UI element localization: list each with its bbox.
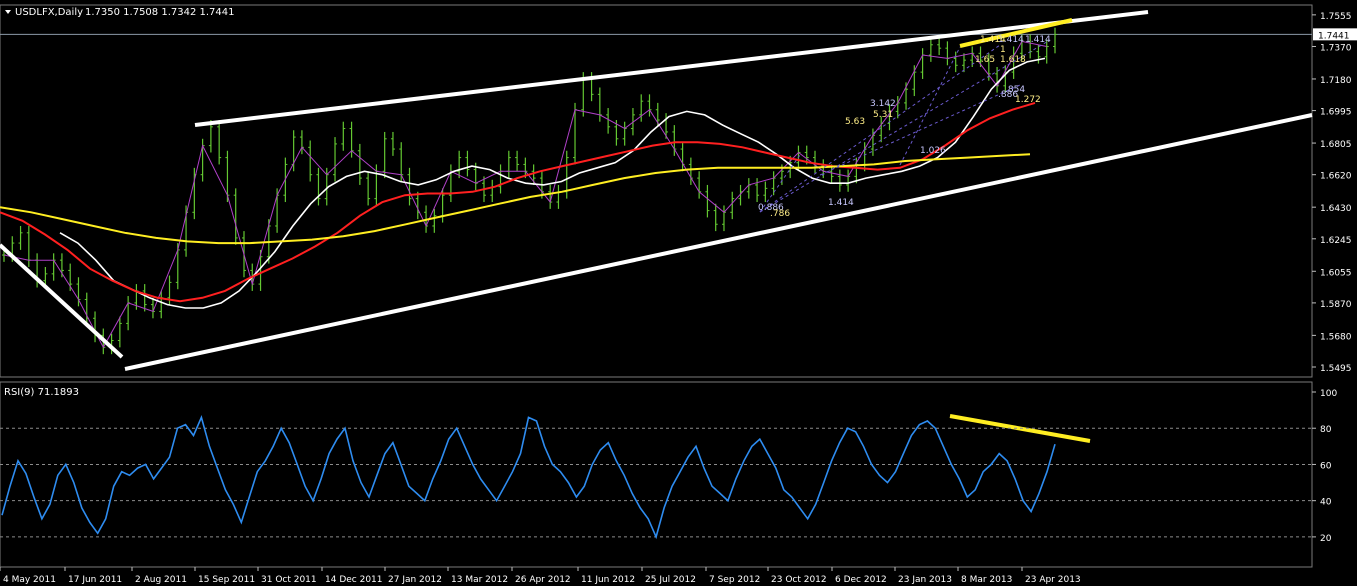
price-panel[interactable] — [0, 4, 1313, 378]
date-axis-label: 31 Oct 2011 — [261, 575, 317, 585]
price-axis-label: 1.7180 — [1320, 76, 1352, 86]
rsi-axis-label: 20 — [1320, 534, 1332, 544]
chart-menu-triangle-icon[interactable] — [5, 10, 11, 14]
price-axis-label: 1.5495 — [1320, 364, 1352, 374]
harmonic-dashed-line — [819, 84, 1021, 176]
fib-annotation: 3.142 — [870, 99, 896, 109]
price-axis-label: 1.7370 — [1320, 43, 1352, 53]
price-axis-label: 1.7555 — [1320, 12, 1352, 22]
symbol-label: USDLFX,Daily — [15, 7, 83, 18]
price-axis-label: 1.5870 — [1320, 300, 1352, 310]
harmonic-dashed-line — [759, 39, 1051, 213]
current-price-label: 1.7441 — [1318, 31, 1350, 41]
rsi-line — [1, 415, 1056, 540]
date-axis-label: 8 Mar 2013 — [961, 575, 1012, 585]
date-axis-label: 2 Aug 2011 — [135, 575, 187, 585]
fib-annotation: 1.272 — [1015, 95, 1041, 105]
fib-annotation: 1.414 — [980, 35, 1006, 45]
harmonic-dashed-line — [899, 46, 961, 166]
current-price-box — [1313, 28, 1357, 41]
moving-average-line — [0, 101, 1036, 303]
price-axis-label: 1.6055 — [1320, 268, 1352, 278]
fib-annotation: .854 — [1005, 85, 1025, 95]
upper-trendline[interactable] — [194, 10, 1149, 127]
date-axis-label: 14 Dec 2011 — [325, 575, 383, 585]
price-axis-label: 1.6995 — [1320, 108, 1352, 118]
rsi-panel[interactable] — [0, 381, 1313, 568]
rsi-axis-label: 100 — [1320, 389, 1337, 399]
date-axis-label: 17 Jun 2011 — [68, 575, 122, 585]
fib-annotation: .786 — [770, 209, 790, 219]
harmonic-dashed-line — [759, 44, 1001, 213]
yellow-price-trendline[interactable] — [959, 18, 1073, 48]
fib-annotation: 1.65 — [975, 55, 995, 65]
date-axis-label: 26 Apr 2012 — [515, 575, 571, 585]
ohlc-values: 1.7350 1.7508 1.7342 1.7441 — [85, 7, 235, 18]
zigzag-line — [3, 40, 1047, 349]
date-axis-label: 13 Mar 2012 — [451, 575, 508, 585]
date-axis-label: 6 Dec 2012 — [835, 575, 887, 585]
fib-annotation: 1.414 — [998, 35, 1024, 45]
lower-trendline[interactable] — [124, 113, 1313, 371]
fib-annotation: 5.31 — [873, 110, 893, 120]
moving-average-line — [0, 153, 1031, 245]
date-axis-label: 27 Jan 2012 — [388, 575, 442, 585]
moving-average-line — [59, 57, 1046, 309]
fib-annotation: 1.414 — [1025, 35, 1051, 45]
fib-annotation: 1.414 — [828, 198, 854, 208]
fib-annotation: 1 — [1000, 45, 1006, 55]
price-axis-label: 1.5680 — [1320, 332, 1352, 342]
rsi-label: RSI(9) 71.1893 — [4, 387, 79, 398]
date-axis-label: 11 Jun 2012 — [581, 575, 635, 585]
fib-annotation: 1.026 — [920, 146, 946, 156]
rsi-axis-label: 60 — [1320, 461, 1332, 471]
fib-annotation: 1.618 — [1000, 55, 1026, 65]
date-axis-label: 23 Jan 2013 — [898, 575, 952, 585]
down-trendline[interactable] — [0, 243, 124, 359]
price-axis-label: 1.6805 — [1320, 140, 1352, 150]
price-axis-label: 1.6430 — [1320, 204, 1352, 214]
price-axis-label: 1.6245 — [1320, 236, 1352, 246]
fib-annotation: 5.63 — [845, 117, 865, 127]
price-axis-label: 1.6620 — [1320, 172, 1352, 182]
fib-annotation: .886 — [998, 90, 1018, 100]
date-axis-label: 23 Oct 2012 — [771, 575, 827, 585]
rsi-axis-label: 80 — [1320, 425, 1332, 435]
date-axis-label: 15 Sep 2011 — [198, 575, 255, 585]
date-axis-label: 7 Sep 2012 — [709, 575, 760, 585]
date-axis-label: 25 Jul 2012 — [645, 575, 696, 585]
date-axis-label: 23 Apr 2013 — [1025, 575, 1081, 585]
fib-annotation: 0.886 — [758, 203, 784, 213]
date-axis-label: 4 May 2011 — [3, 575, 56, 585]
rsi-axis-label: 40 — [1320, 498, 1332, 508]
